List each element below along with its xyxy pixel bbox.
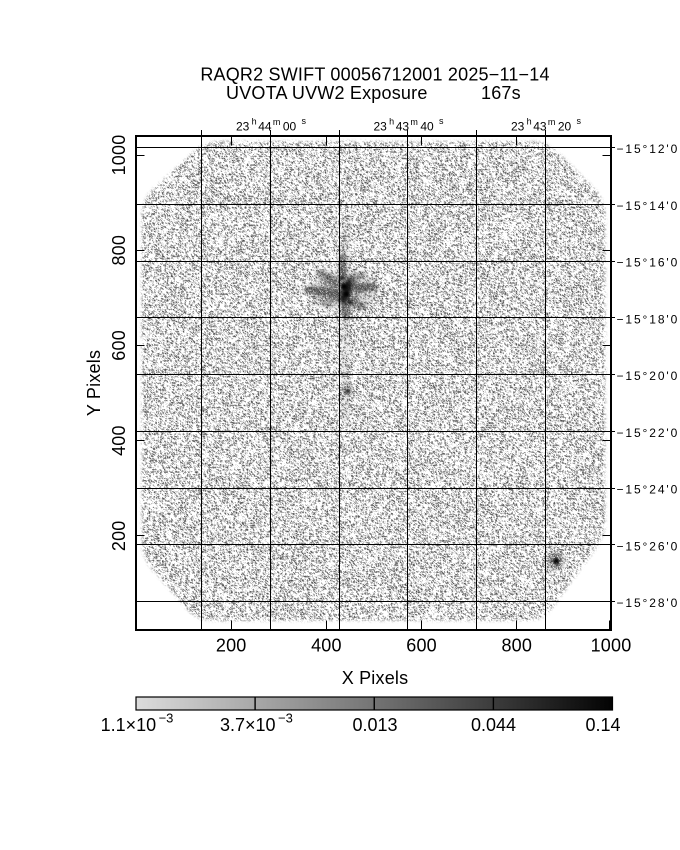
svg-text:3.7×10: 3.7×10 [220, 715, 276, 735]
svg-text:800: 800 [109, 235, 129, 266]
svg-text:X Pixels: X Pixels [342, 668, 409, 688]
svg-text:23: 23 [511, 120, 525, 134]
svg-text:20: 20 [558, 120, 572, 134]
svg-text:0.14: 0.14 [585, 715, 620, 735]
svg-text:m: m [410, 117, 418, 127]
svg-text:−15°22'0: −15°22'0 [617, 426, 680, 440]
svg-text:RAQR2 SWIFT 00056712001 2025−1: RAQR2 SWIFT 00056712001 2025−11−14 [200, 65, 549, 85]
svg-text:200: 200 [216, 636, 247, 656]
svg-text:600: 600 [109, 330, 129, 361]
svg-text:h: h [527, 117, 532, 127]
svg-text:s: s [439, 116, 444, 126]
svg-text:s: s [302, 116, 307, 126]
svg-text:400: 400 [109, 425, 129, 456]
svg-text:−15°20'0: −15°20'0 [617, 369, 680, 383]
svg-text:m: m [548, 117, 556, 127]
svg-text:00: 00 [283, 120, 297, 134]
svg-text:44: 44 [258, 120, 272, 134]
svg-text:0.044: 0.044 [471, 715, 516, 735]
svg-text:0.013: 0.013 [352, 715, 397, 735]
svg-text:−15°12'0: −15°12'0 [617, 142, 680, 156]
svg-text:600: 600 [406, 636, 437, 656]
svg-text:23: 23 [236, 120, 250, 134]
svg-text:m: m [273, 117, 281, 127]
svg-text:43: 43 [533, 120, 547, 134]
svg-text:23: 23 [373, 120, 387, 134]
svg-text:h: h [389, 117, 394, 127]
svg-text:−15°16'0: −15°16'0 [617, 256, 680, 270]
svg-text:Y Pixels: Y Pixels [84, 350, 104, 416]
svg-text:167s: 167s [481, 83, 521, 103]
svg-text:−15°28'0: −15°28'0 [617, 596, 680, 610]
svg-text:−3: −3 [159, 711, 174, 726]
svg-text:43: 43 [396, 120, 410, 134]
svg-text:400: 400 [311, 636, 342, 656]
svg-text:1000: 1000 [591, 636, 632, 656]
svg-text:800: 800 [501, 636, 532, 656]
svg-text:s: s [577, 116, 582, 126]
svg-text:−15°26'0: −15°26'0 [617, 540, 680, 554]
svg-text:1.1×10: 1.1×10 [101, 715, 157, 735]
svg-text:−3: −3 [278, 711, 293, 726]
svg-text:−15°24'0: −15°24'0 [617, 483, 680, 497]
svg-text:−15°14'0: −15°14'0 [617, 199, 680, 213]
svg-text:UVOTA UVW2 Exposure: UVOTA UVW2 Exposure [226, 83, 428, 103]
svg-text:h: h [252, 117, 257, 127]
svg-text:−15°18'0: −15°18'0 [617, 313, 680, 327]
svg-text:40: 40 [420, 120, 434, 134]
svg-text:200: 200 [109, 520, 129, 551]
svg-text:1000: 1000 [109, 135, 129, 176]
